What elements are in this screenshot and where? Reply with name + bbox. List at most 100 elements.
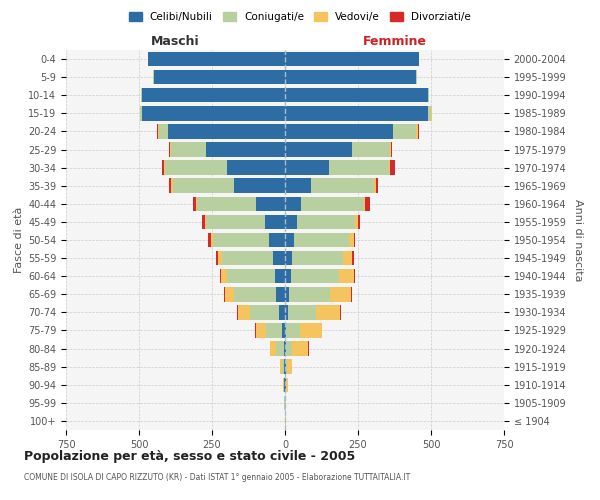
Bar [286,342,292,356]
Bar [220,269,221,283]
Bar [329,160,389,175]
Bar [294,233,349,247]
Bar [390,142,391,157]
Bar [286,378,288,392]
Bar [352,251,353,266]
Bar [227,269,275,283]
Bar [285,214,296,229]
Bar [168,124,285,138]
Bar [256,323,266,338]
Bar [358,214,361,229]
Bar [284,360,285,374]
Bar [355,214,358,229]
Bar [352,142,390,157]
Bar [169,178,171,193]
Bar [222,251,274,266]
Bar [266,323,282,338]
Bar [287,360,292,374]
Bar [316,305,340,320]
Bar [311,178,374,193]
Bar [353,269,355,283]
Bar [285,269,291,283]
Bar [148,52,285,66]
Bar [165,160,227,175]
Bar [284,342,285,356]
Bar [365,196,370,211]
Bar [285,178,311,193]
Bar [285,323,286,338]
Bar [224,287,225,302]
Bar [292,251,343,266]
Bar [271,342,276,356]
Bar [276,342,284,356]
Bar [353,233,355,247]
Bar [205,214,206,229]
Bar [374,178,376,193]
Bar [285,342,286,356]
Bar [292,342,308,356]
Bar [170,142,171,157]
Bar [301,196,364,211]
Bar [339,269,353,283]
Bar [288,305,316,320]
Bar [340,305,341,320]
Bar [364,196,365,211]
Bar [299,323,322,338]
Bar [349,233,353,247]
Bar [142,106,285,120]
Bar [269,233,285,247]
Bar [234,178,285,193]
Text: Popolazione per età, sesso e stato civile - 2005: Popolazione per età, sesso e stato civil… [24,450,355,463]
Bar [158,124,160,138]
Bar [171,142,206,157]
Bar [274,251,285,266]
Bar [197,196,256,211]
Bar [393,124,416,138]
Text: Maschi: Maschi [151,35,200,48]
Bar [390,160,395,175]
Bar [173,178,234,193]
Bar [343,251,352,266]
Bar [160,124,168,138]
Bar [193,196,196,211]
Bar [286,323,299,338]
Bar [140,106,142,120]
Bar [330,287,350,302]
Bar [285,142,352,157]
Bar [285,88,428,102]
Bar [376,178,379,193]
Bar [218,251,222,266]
Bar [285,70,416,84]
Legend: Celibi/Nubili, Coniugati/e, Vedovi/e, Divorziati/e: Celibi/Nubili, Coniugati/e, Vedovi/e, Di… [125,8,475,26]
Bar [276,287,285,302]
Bar [289,287,330,302]
Bar [282,360,284,374]
Bar [202,214,205,229]
Bar [164,160,165,175]
Bar [279,305,285,320]
Bar [285,196,301,211]
Bar [285,251,292,266]
Bar [171,178,173,193]
Bar [285,124,393,138]
Bar [217,251,218,266]
Bar [428,106,431,120]
Bar [208,233,211,247]
Bar [265,214,285,229]
Bar [238,305,250,320]
Bar [154,70,285,84]
Bar [169,142,170,157]
Bar [285,360,286,374]
Bar [285,52,419,66]
Bar [391,142,392,157]
Bar [225,287,234,302]
Bar [142,88,285,102]
Bar [227,160,285,175]
Bar [285,305,288,320]
Bar [350,287,352,302]
Bar [163,160,164,175]
Bar [250,305,279,320]
Y-axis label: Fasce di età: Fasce di età [14,207,24,273]
Text: Femmine: Femmine [362,35,427,48]
Text: COMUNE DI ISOLA DI CAPO RIZZUTO (KR) - Dati ISTAT 1° gennaio 2005 - Elaborazione: COMUNE DI ISOLA DI CAPO RIZZUTO (KR) - D… [24,472,410,482]
